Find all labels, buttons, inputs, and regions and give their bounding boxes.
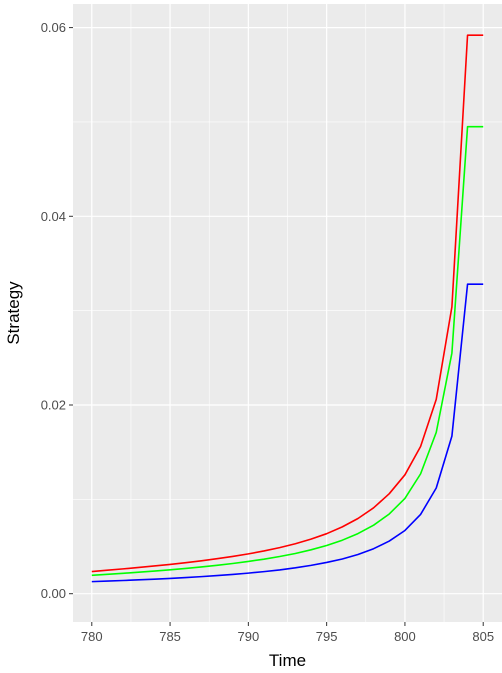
y-tick-label: 0.06 — [41, 20, 66, 35]
y-tick-label: 0.04 — [41, 209, 66, 224]
x-tick-label: 780 — [81, 629, 103, 644]
minor-grid — [73, 4, 502, 622]
x-tick-label: 785 — [159, 629, 181, 644]
major-grid — [73, 4, 502, 622]
x-axis-title: Time — [269, 651, 306, 670]
x-axis: 780 785 790 795 800 805 — [81, 622, 494, 644]
x-tick-label: 795 — [316, 629, 338, 644]
series-lines — [91, 34, 484, 583]
x-tick-label: 790 — [238, 629, 260, 644]
y-tick-label: 0.00 — [41, 586, 66, 601]
y-axis-title: Strategy — [4, 281, 23, 345]
x-tick-label: 800 — [394, 629, 416, 644]
y-axis: 0.00 0.02 0.04 0.06 — [41, 20, 73, 601]
series-line-1 — [91, 34, 484, 573]
series-line-3 — [91, 283, 484, 583]
series-line-2 — [91, 125, 484, 577]
y-tick-label: 0.02 — [41, 397, 66, 412]
x-tick-label: 805 — [472, 629, 494, 644]
